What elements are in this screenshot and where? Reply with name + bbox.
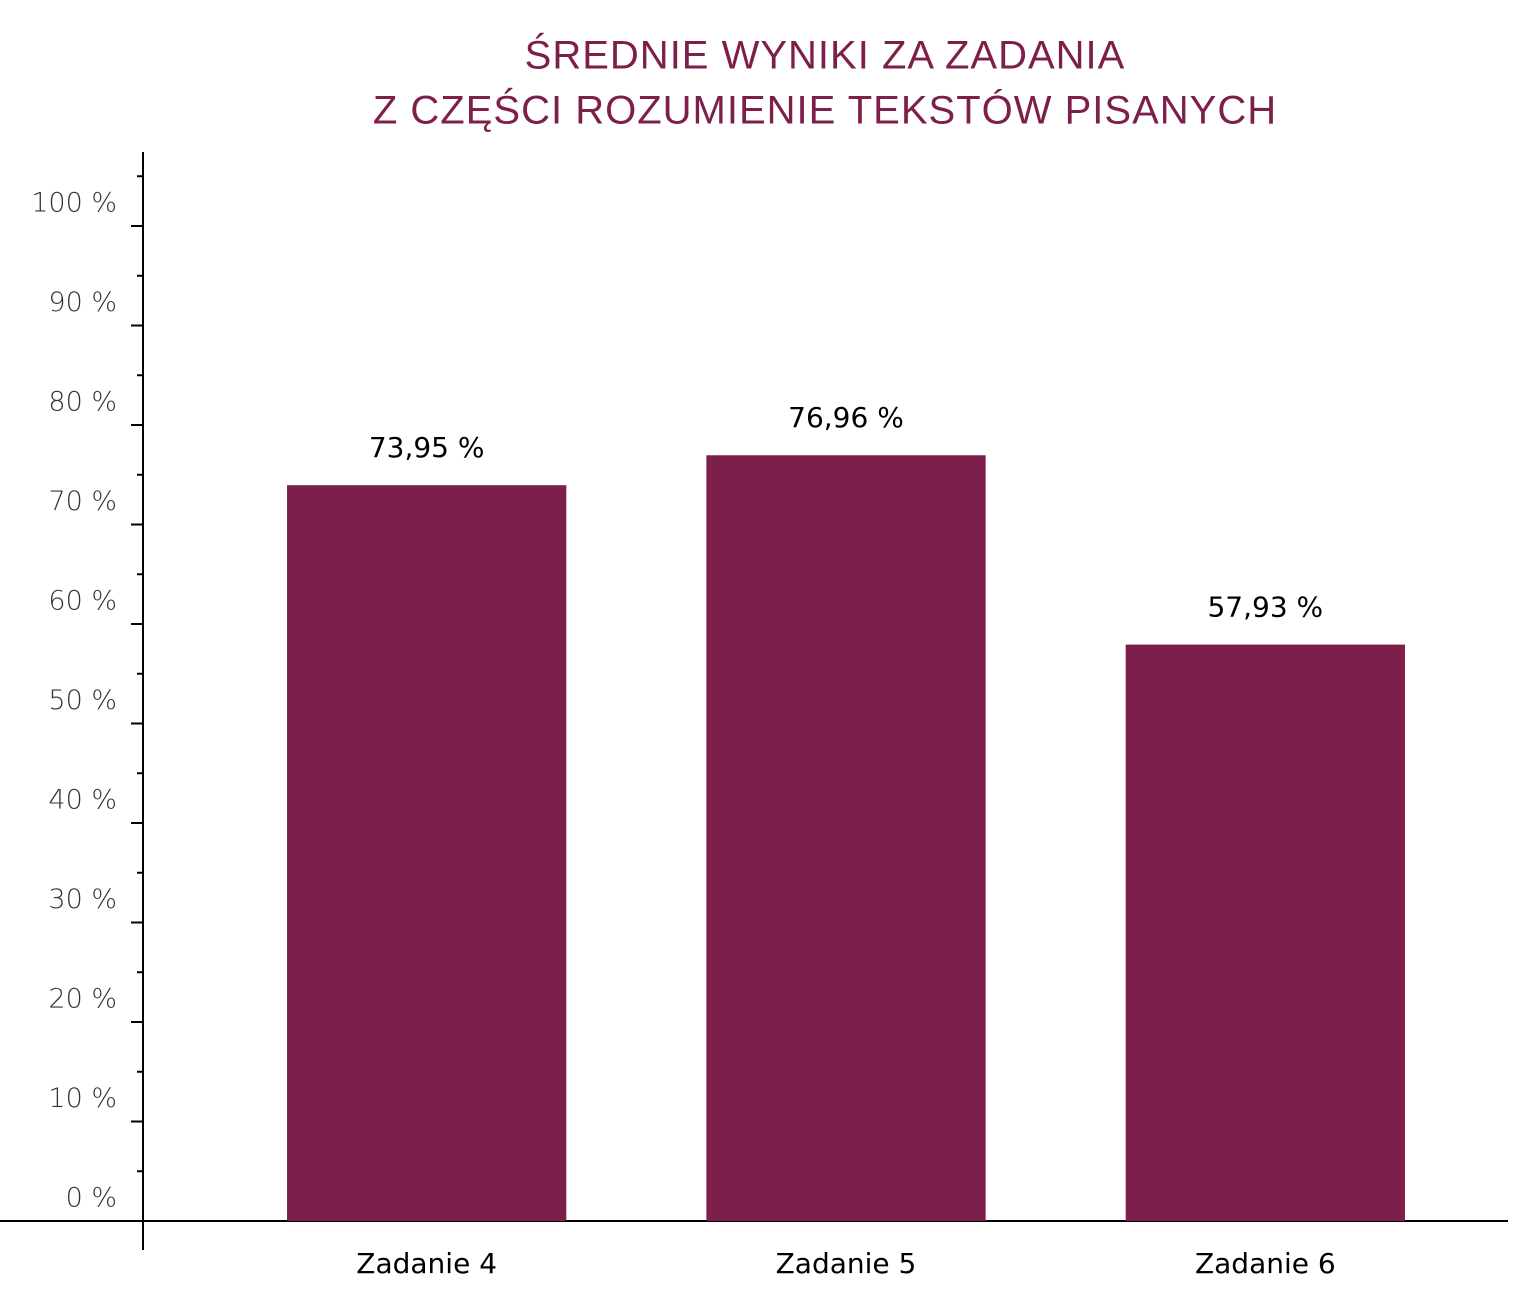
y-tick-label: 30 %: [48, 884, 117, 915]
x-tick-label: Zadanie 4: [356, 1247, 497, 1280]
bar: [706, 455, 986, 1221]
bar: [287, 485, 567, 1221]
value-label: 73,95 %: [369, 431, 485, 464]
y-tick-label: 80 %: [48, 387, 117, 418]
y-tick-label: 70 %: [48, 486, 117, 517]
y-tick-label: 100 %: [31, 188, 117, 219]
x-tick-label: Zadanie 5: [776, 1247, 917, 1280]
y-tick-label: 0 %: [66, 1183, 117, 1214]
y-tick-label: 50 %: [48, 685, 117, 716]
y-tick-label: 20 %: [48, 984, 117, 1015]
y-tick-label: 40 %: [48, 785, 117, 816]
value-label: 57,93 %: [1207, 591, 1323, 624]
bar: [1125, 644, 1405, 1221]
y-tick-label: 10 %: [48, 1083, 117, 1114]
y-tick-label: 60 %: [48, 586, 117, 617]
chart-title: Z CZĘŚCI ROZUMIENIE TEKSTÓW PISANYCH: [373, 87, 1277, 133]
x-tick-label: Zadanie 6: [1195, 1247, 1336, 1280]
value-label: 76,96 %: [788, 401, 904, 434]
y-tick-label: 90 %: [48, 287, 117, 318]
chart-title: ŚREDNIE WYNIKI ZA ZADANIA: [525, 32, 1126, 78]
